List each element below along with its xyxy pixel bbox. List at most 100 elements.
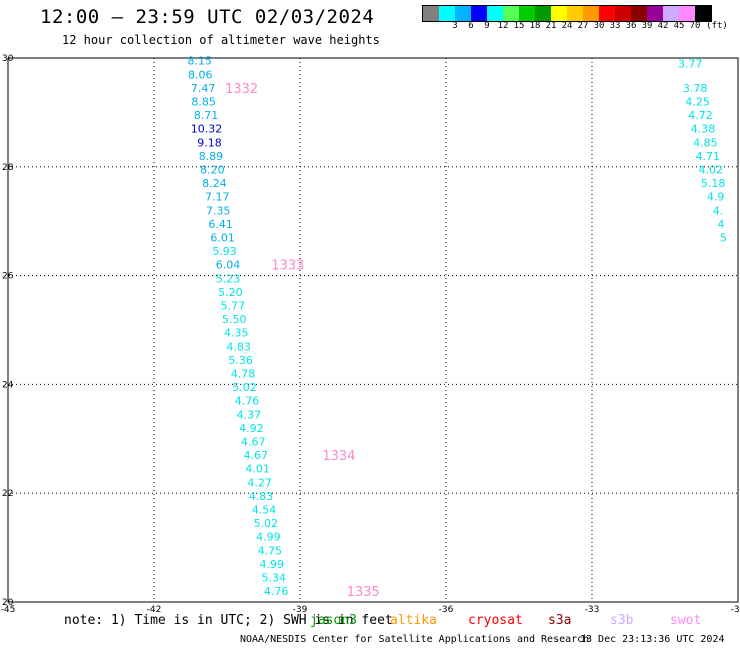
- legend-tick-label: 33: [609, 21, 621, 31]
- satellite-swot: swot: [670, 613, 702, 628]
- wave-height-value: 8.24: [202, 177, 227, 190]
- wave-height-value: 5: [720, 232, 727, 245]
- wave-height-value: 4.35: [224, 327, 249, 340]
- wave-height-value: 6.01: [210, 232, 235, 245]
- wave-height-value: 4.92: [239, 422, 264, 435]
- wave-height-value: 5.18: [701, 177, 726, 190]
- satellite-s3a: s3a: [548, 613, 572, 628]
- legend-swatch: [583, 6, 599, 21]
- wave-height-value: 4.99: [260, 558, 285, 571]
- legend-tick-label: 36: [625, 21, 637, 31]
- legend-swatch: [615, 6, 631, 21]
- wave-height-value: 4.9: [707, 191, 725, 204]
- lat-tick-label: 26: [2, 272, 14, 282]
- legend-tick-label: 6: [468, 21, 474, 31]
- generated-timestamp: 13 Dec 23:13:36 UTC 2024: [580, 634, 725, 645]
- pass-number-label: 1334: [322, 449, 355, 464]
- lon-tick-label: -39: [293, 605, 308, 615]
- legend-swatch: [567, 6, 583, 21]
- legend-swatch: [535, 6, 551, 21]
- wave-height-value: 4.01: [245, 463, 270, 476]
- legend-tick-label: 21: [545, 21, 557, 31]
- legend-swatch: [503, 6, 519, 21]
- altimeter-track-east: 3.773.784.254.724.384.854.714.025.184.94…: [678, 57, 727, 244]
- lat-tick-label: 30: [2, 54, 14, 64]
- legend-swatch: [599, 6, 615, 21]
- lon-tick-label: -30: [731, 605, 740, 615]
- credit-text: NOAA/NESDIS Center for Satellite Applica…: [240, 634, 590, 645]
- wave-height-value: 5.34: [261, 572, 286, 585]
- legend-tick-label: 39: [641, 21, 653, 31]
- pass-number-label: 1333: [271, 259, 304, 274]
- wave-height-value: 3.78: [683, 82, 708, 95]
- legend-tick-label: 9: [484, 21, 490, 31]
- wave-height-value: 8.20: [200, 164, 225, 177]
- map-frame: [7, 57, 739, 603]
- wave-height-value: 6.41: [208, 218, 233, 231]
- legend-swatch: [471, 6, 487, 21]
- satellite-cryosat: cryosat: [468, 613, 523, 628]
- wave-height-value: 7.47: [191, 82, 216, 95]
- legend-swatch: [439, 6, 455, 21]
- wave-height-value: 5.02: [232, 381, 257, 394]
- legend-swatch: [647, 6, 663, 21]
- wave-height-value: 4.85: [693, 136, 718, 149]
- wave-height-value: 6.04: [216, 259, 241, 272]
- satellite-s3b: s3b: [610, 613, 634, 628]
- pass-number-label: 1332: [225, 82, 258, 97]
- wave-height-value: 8.06: [188, 68, 213, 81]
- wave-height-value: 4.: [713, 204, 724, 217]
- legend-swatch: [631, 6, 647, 21]
- wave-height-value: 8.85: [191, 96, 216, 109]
- wave-height-value: 4.02: [698, 164, 723, 177]
- wave-height-value: 4.37: [237, 408, 262, 421]
- lat-tick-label: 28: [2, 163, 14, 173]
- wave-height-value: 5.02: [254, 517, 279, 530]
- color-scale-legend: [422, 5, 712, 22]
- wave-height-value: 4.83: [226, 340, 251, 353]
- satellite-altika: altika: [390, 613, 437, 628]
- wave-height-value: 4.72: [688, 109, 713, 122]
- legend-swatch: [679, 6, 695, 21]
- wave-height-value: 5.77: [221, 300, 246, 313]
- legend-tick-label: 27: [577, 21, 589, 31]
- chart-subtitle: 12 hour collection of altimeter wave hei…: [62, 33, 380, 47]
- wave-height-value: 4.76: [264, 585, 289, 598]
- legend-tick-label: 70: [689, 21, 701, 31]
- legend-tick-label: 12: [497, 21, 509, 31]
- wave-height-value: 4: [717, 218, 724, 231]
- color-scale-labels: 3 6 9 12 15 18 21 24 27 30 33 36 39 42 45 70 (ft): [0, 21, 740, 33]
- legend-tick-label: 24: [561, 21, 573, 31]
- legend-swatch: [423, 6, 439, 21]
- wave-height-value: 4.71: [696, 150, 721, 163]
- wave-height-value: 9.18: [197, 136, 222, 149]
- legend-tick-label: 3: [452, 21, 458, 31]
- wave-height-value: 7.17: [205, 191, 230, 204]
- wave-height-value: 8.89: [199, 150, 224, 163]
- legend-unit: (ft): [706, 21, 728, 31]
- lat-tick-label: 22: [2, 489, 13, 499]
- map-grid: [7, 57, 739, 603]
- wave-height-value: 4.54: [252, 504, 277, 517]
- wave-height-value: 4.99: [256, 531, 281, 544]
- legend-swatch: [663, 6, 679, 21]
- legend-tick-label: 15: [513, 21, 525, 31]
- lon-tick-label: -45: [1, 605, 16, 615]
- wave-height-value: 4.25: [685, 96, 710, 109]
- legend-swatch: [695, 6, 711, 21]
- wave-height-value: 4.38: [691, 123, 716, 136]
- lat-tick-label: 24: [2, 380, 14, 390]
- legend-swatch: [551, 6, 567, 21]
- wave-height-value: 7.35: [206, 204, 231, 217]
- wave-height-value: 4.67: [241, 436, 266, 449]
- lat-tick-label: 20: [2, 598, 14, 608]
- satellite-jason3: jason3: [310, 613, 357, 628]
- wave-height-value: 3.77: [678, 57, 703, 70]
- wave-height-value: 4.76: [235, 395, 260, 408]
- legend-tick-label: 42: [657, 21, 669, 31]
- wave-height-value: 5.23: [216, 272, 241, 285]
- wave-height-value: 4.83: [249, 490, 274, 503]
- legend-tick-label: 18: [529, 21, 541, 31]
- footer-note: note: 1) Time is in UTC; 2) SWH is in fe…: [64, 613, 393, 628]
- wave-height-value: 4.75: [258, 544, 283, 557]
